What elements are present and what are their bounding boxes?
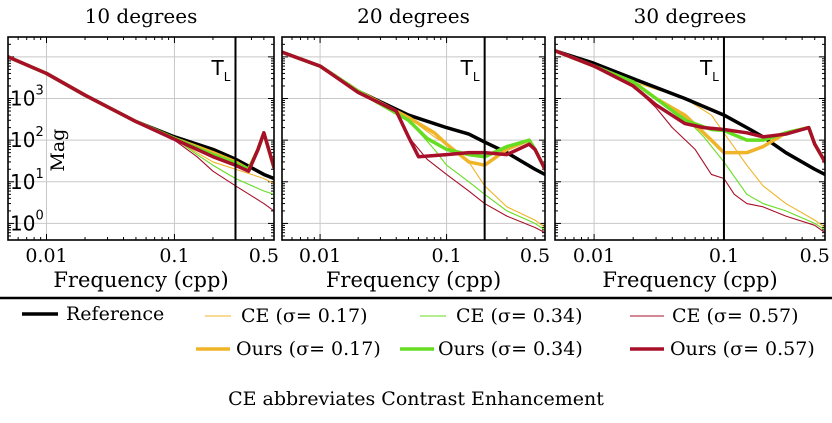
legend-item-ours-sigma-0-57: Ours (σ= 0.57) — [630, 338, 815, 360]
legend-item-reference: Reference — [22, 303, 164, 325]
plot-frame — [554, 36, 826, 241]
chart-panel-2: TL 20 degrees 0.01 0.1 0.5 Frequency (cpp) — [281, 4, 550, 292]
y-axis-label: Mag — [47, 129, 69, 172]
panel-title: 20 degrees — [357, 4, 470, 28]
x-tick-label: 0.1 — [431, 245, 461, 267]
threshold-label: TL — [699, 56, 719, 84]
y-tick-label: 102 — [10, 125, 44, 152]
threshold-label: TL — [210, 56, 230, 84]
x-axis-label: Frequency (cpp) — [53, 268, 228, 292]
x-axis-label: Frequency (cpp) — [602, 268, 777, 292]
chart-panels: TL 10 degrees 0.01 0.1 0.5 Frequency (cpp) 100… — [7, 4, 830, 292]
series-line-ours-sigma-0-57 — [282, 50, 545, 171]
plot-frame — [281, 36, 546, 241]
panel-title: 10 degrees — [85, 4, 198, 28]
plot-area — [8, 37, 274, 240]
legend-label: CE (σ= 0.17) — [241, 305, 368, 327]
chart-panel-1: TL 10 degrees 0.01 0.1 0.5 Frequency (cpp) 100… — [7, 4, 279, 292]
legend-item-ce-sigma-0-34: CE (σ= 0.34) — [420, 305, 583, 327]
x-tick-label: 0.1 — [709, 245, 739, 267]
chart-panel-3: TL 30 degrees 0.01 0.1 0.5 Frequency (cpp) — [554, 4, 830, 292]
x-axis-label: Frequency (cpp) — [326, 268, 501, 292]
legend-label: CE (σ= 0.57) — [672, 305, 799, 327]
legend-item-ce-sigma-0-17: CE (σ= 0.17) — [205, 305, 368, 327]
x-tick-label: 0.01 — [299, 245, 341, 267]
x-tick-label: 0.1 — [159, 245, 189, 267]
x-tick-label: 0.5 — [520, 245, 550, 267]
legend-label: Ours (σ= 0.34) — [438, 338, 583, 360]
x-tick-label: 0.5 — [800, 245, 830, 267]
gridlines — [282, 37, 545, 240]
x-tick-label: 0.5 — [249, 245, 279, 267]
caption: CE abbreviates Contrast Enhancement — [228, 388, 604, 410]
x-tick-label: 0.01 — [25, 245, 67, 267]
legend-label: Ours (σ= 0.17) — [236, 338, 381, 360]
legend-item-ce-sigma-0-57: CE (σ= 0.57) — [630, 305, 799, 327]
x-tick-label: 0.01 — [573, 245, 615, 267]
y-tick-label: 103 — [10, 84, 44, 111]
plot-frame — [7, 36, 275, 241]
legend-item-ours-sigma-0-34: Ours (σ= 0.34) — [400, 338, 583, 360]
panel-title: 30 degrees — [634, 4, 747, 28]
legend-label: Ours (σ= 0.57) — [670, 338, 815, 360]
legend: Reference CE (σ= 0.17) CE (σ= 0.34) CE (σ= … — [22, 303, 815, 360]
series-lines — [282, 50, 545, 234]
series-line-reference — [555, 49, 825, 177]
series-line-ours-sigma-0-57 — [8, 55, 274, 173]
legend-item-ours-sigma-0-17: Ours (σ= 0.17) — [196, 338, 381, 360]
y-tick-label: 101 — [10, 167, 44, 194]
series-lines — [8, 55, 274, 212]
y-tick-label: 100 — [10, 208, 44, 235]
legend-label: CE (σ= 0.34) — [456, 305, 583, 327]
legend-label: Reference — [66, 303, 164, 325]
threshold-label: TL — [460, 56, 480, 84]
